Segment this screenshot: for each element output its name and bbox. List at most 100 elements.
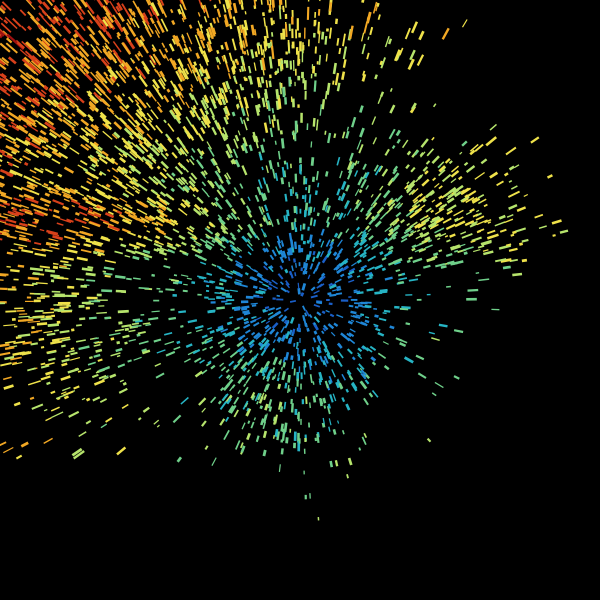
echo (75, 233, 86, 239)
echo (74, 211, 80, 216)
echo (388, 245, 394, 251)
echo (12, 209, 25, 216)
echo (195, 328, 203, 333)
echo (280, 326, 286, 333)
echo (401, 139, 409, 149)
echo (240, 445, 246, 453)
echo (181, 241, 187, 246)
echo (0, 77, 3, 81)
echo (235, 95, 238, 100)
echo (211, 115, 216, 121)
echo (194, 325, 204, 330)
echo (434, 208, 445, 215)
echo (0, 85, 8, 93)
echo (417, 372, 427, 379)
echo (230, 212, 238, 221)
echo (319, 398, 324, 405)
echo (231, 384, 236, 389)
echo (214, 235, 220, 240)
echo (322, 360, 326, 366)
echo (268, 328, 276, 335)
echo (224, 97, 229, 104)
echo (274, 428, 279, 437)
echo (179, 147, 188, 157)
echo (52, 16, 62, 27)
echo (284, 23, 288, 37)
echo (318, 32, 321, 44)
echo (290, 403, 294, 413)
echo (79, 64, 85, 69)
echo (149, 17, 155, 25)
echo (434, 232, 442, 238)
echo (40, 96, 51, 106)
echo (52, 6, 60, 14)
echo (13, 203, 18, 207)
echo (241, 235, 249, 243)
echo (93, 340, 100, 344)
echo (293, 368, 296, 376)
echo (357, 354, 363, 360)
echo (113, 131, 121, 139)
echo (148, 118, 153, 123)
echo (438, 249, 443, 253)
echo (521, 258, 528, 263)
echo (454, 220, 466, 228)
echo (83, 196, 88, 200)
echo (104, 5, 114, 18)
echo (92, 396, 101, 402)
echo (70, 199, 81, 206)
echo (313, 219, 317, 227)
echo (342, 59, 347, 68)
echo (245, 205, 252, 214)
echo (277, 371, 281, 377)
echo (0, 191, 7, 196)
echo (431, 155, 440, 164)
echo (0, 87, 11, 97)
echo (198, 210, 204, 215)
echo (471, 223, 476, 227)
echo (473, 249, 481, 253)
echo (193, 203, 201, 211)
echo (130, 57, 134, 62)
echo (155, 138, 159, 143)
echo (67, 349, 75, 354)
echo (170, 80, 178, 92)
echo (359, 207, 365, 213)
echo (347, 270, 355, 276)
echo (130, 180, 140, 188)
echo (232, 148, 239, 159)
echo (201, 369, 208, 375)
echo (102, 130, 113, 140)
echo (93, 252, 98, 255)
echo (325, 347, 331, 355)
echo (418, 195, 427, 203)
echo (49, 85, 62, 97)
echo (13, 401, 21, 407)
echo (0, 362, 12, 367)
echo (379, 250, 384, 256)
echo (3, 19, 9, 25)
echo (438, 323, 448, 328)
echo (23, 117, 36, 127)
echo (347, 320, 354, 325)
echo (220, 222, 229, 230)
echo (30, 330, 39, 334)
echo (27, 54, 40, 66)
echo (480, 158, 488, 165)
echo (257, 42, 261, 47)
echo (50, 108, 63, 118)
echo (427, 239, 433, 243)
echo (246, 264, 251, 269)
echo (5, 218, 17, 224)
echo (0, 193, 13, 200)
echo (41, 109, 47, 114)
echo (23, 56, 31, 64)
echo (266, 0, 270, 6)
echo (435, 201, 443, 208)
echo (190, 84, 194, 89)
echo (91, 241, 103, 247)
echo (284, 320, 290, 329)
echo (109, 77, 116, 84)
echo (271, 107, 275, 114)
echo (354, 160, 358, 166)
